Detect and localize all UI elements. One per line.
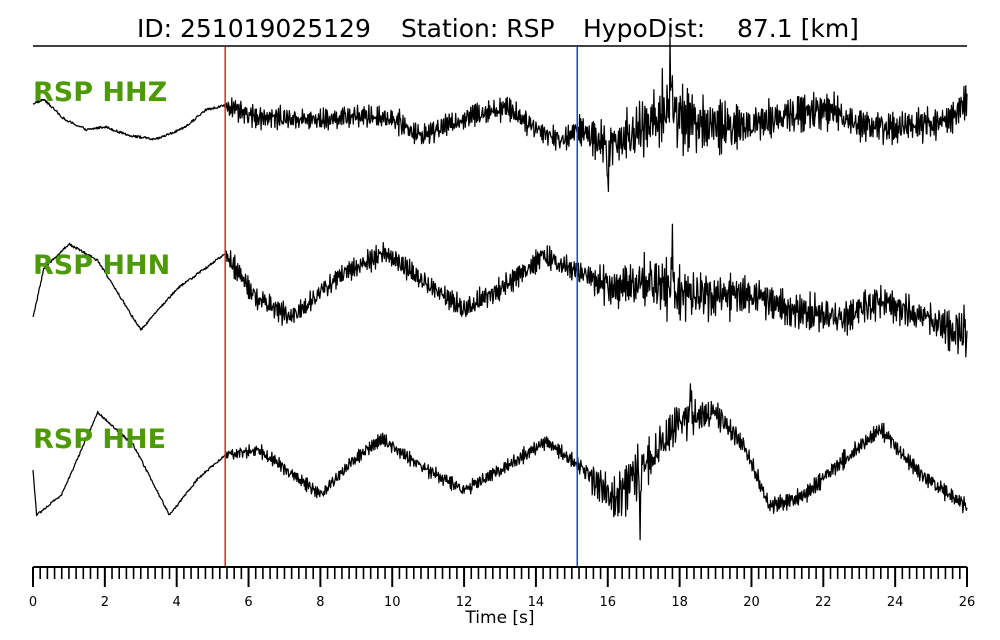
- trace-label-hhz: RSP HHZ: [33, 77, 167, 108]
- x-tick-label: 6: [244, 595, 252, 610]
- x-tick-label: 20: [743, 595, 760, 610]
- x-tick-label: 0: [29, 595, 37, 610]
- tick-labels: 0 2 4 6 8 10 12 14 16 18 20 22 24 26: [29, 595, 975, 610]
- trace-hhn-line: [32, 223, 968, 358]
- x-tick-label: 4: [173, 595, 181, 610]
- x-tick-label: 14: [528, 595, 545, 610]
- trace-label-hhn: RSP HHN: [33, 250, 170, 281]
- x-tick-label: 24: [887, 595, 904, 610]
- chart-title-hypodist: HypoDist: 87.1 [km]: [583, 14, 859, 43]
- x-tick-label: 16: [599, 595, 616, 610]
- time-axis: 0 2 4 6 8 10 12 14 16 18 20 22 24 26 Time [s]: [29, 566, 975, 628]
- x-tick-label: 10: [384, 595, 401, 610]
- chart-title-station: Station: RSP: [401, 14, 555, 43]
- x-tick-label: 2: [101, 595, 109, 610]
- x-tick-label: 8: [316, 595, 324, 610]
- traces-group: [32, 33, 968, 541]
- x-axis-label: Time [s]: [464, 608, 534, 628]
- chart-title-id: ID: 251019025129: [137, 14, 371, 43]
- trace-hhz-line: [32, 33, 968, 193]
- trace-hhe-line: [32, 383, 968, 541]
- trace-label-hhe: RSP HHE: [33, 424, 166, 455]
- minor-ticks: [39, 567, 961, 579]
- major-ticks: [32, 567, 968, 587]
- x-tick-label: 26: [959, 595, 976, 610]
- x-tick-label: 22: [815, 595, 832, 610]
- x-tick-label: 12: [456, 595, 473, 610]
- x-tick-label: 18: [671, 595, 688, 610]
